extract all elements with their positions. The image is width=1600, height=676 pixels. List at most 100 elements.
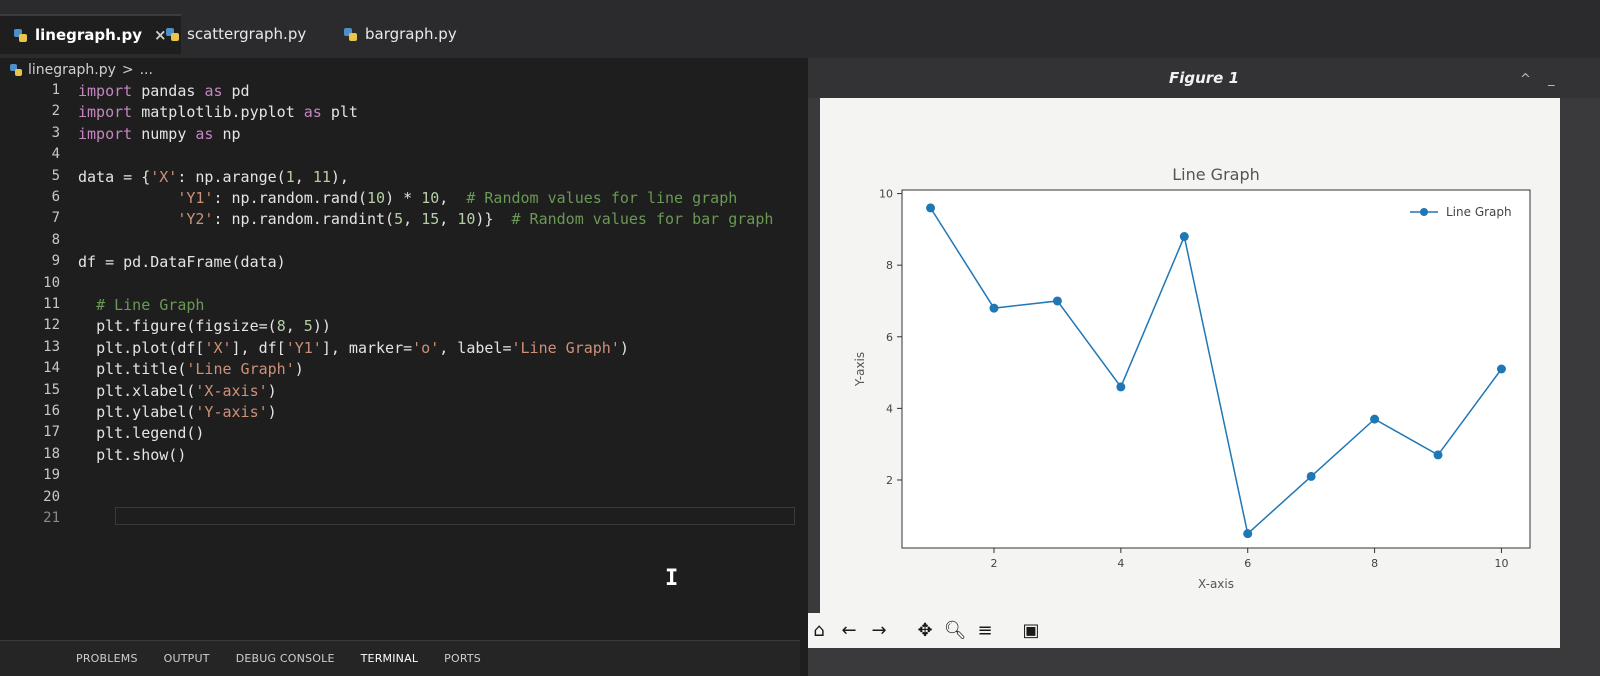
code-line[interactable]: 20 <box>0 489 820 510</box>
figure-canvas[interactable]: 2 4 6 8 10 2 4 6 8 10 Line Graph X-axis Y-axis Line G… <box>808 98 1560 648</box>
line-number: 14 <box>43 360 60 377</box>
y-tick-label: 4 <box>886 402 893 415</box>
code-line[interactable]: 1 import pandas as pd <box>0 82 820 103</box>
y-tick-label: 6 <box>886 331 893 344</box>
code-line[interactable]: 6 'Y1': np.random.rand(10) * 10, # Rando… <box>0 189 820 210</box>
line-number: 8 <box>51 231 60 248</box>
tab-linegraph[interactable]: linegraph.py × <box>0 14 181 54</box>
line-number: 10 <box>43 274 60 291</box>
x-tick-label: 6 <box>1244 557 1251 570</box>
line-number: 13 <box>43 338 60 355</box>
chart-title: Line Graph <box>1172 165 1260 184</box>
line-number: 17 <box>43 424 60 441</box>
y-tick-label: 10 <box>879 188 893 201</box>
forward-arrow-icon[interactable]: → <box>871 620 887 641</box>
panel-tab-problems[interactable]: PROBLEMS <box>76 652 138 665</box>
x-tick-label: 2 <box>990 557 997 570</box>
line-number: 3 <box>51 124 60 141</box>
python-file-icon <box>10 64 22 76</box>
code-line[interactable]: 9 df = pd.DataFrame(data) <box>0 253 820 274</box>
line-number: 9 <box>51 253 60 270</box>
code-text: 'Y2': np.random.randint(5, 15, 10)} # Ra… <box>177 210 774 229</box>
line-number: 16 <box>43 403 60 419</box>
figure-window-title: Figure 1 <box>808 58 1600 98</box>
code-text: plt.ylabel('Y-axis') <box>96 403 277 421</box>
line-number: 7 <box>51 210 60 227</box>
code-line[interactable]: 15 plt.xlabel('X-axis') <box>0 382 820 403</box>
minimize-icon[interactable]: _ <box>1548 72 1555 87</box>
tab-bargraph[interactable]: bargraph.py <box>330 14 471 54</box>
code-line[interactable]: 17 plt.legend() <box>0 424 820 445</box>
breadcrumb-separator: > <box>121 62 134 78</box>
code-line[interactable]: 12 plt.figure(figsize=(8, 5)) <box>0 317 820 338</box>
python-file-icon <box>166 27 179 41</box>
back-arrow-icon[interactable]: ← <box>841 620 857 641</box>
panel-tab-debug-console[interactable]: DEBUG CONSOLE <box>235 652 335 665</box>
code-line[interactable]: 11 # Line Graph <box>0 296 820 317</box>
panel-tab-terminal[interactable]: TERMINAL <box>360 652 419 665</box>
configure-subplots-icon[interactable]: ≡ <box>977 620 993 641</box>
code-text: plt.figure(figsize=(8, 5)) <box>96 317 331 336</box>
data-point <box>1496 364 1506 374</box>
toolbar-separator <box>1004 619 1012 643</box>
line-number: 2 <box>51 103 60 120</box>
code-text: import matplotlib.pyplot as plt <box>78 103 358 122</box>
code-text: import pandas as pd <box>78 82 250 100</box>
line-number: 18 <box>43 445 60 462</box>
code-editor[interactable]: 1 import pandas as pd 2 import matplotlib.p… <box>0 82 820 542</box>
data-point <box>1370 414 1380 424</box>
x-tick-label: 8 <box>1371 557 1378 570</box>
data-point <box>1179 232 1189 242</box>
data-point <box>926 203 936 213</box>
breadcrumb-file[interactable]: linegraph.py <box>28 62 116 78</box>
line-number: 21 <box>43 510 60 526</box>
x-axis-label: X-axis <box>1198 577 1234 591</box>
line-chart: 2 4 6 8 10 2 4 6 8 10 Line Graph X-axis Y-axis Line G… <box>853 165 1531 591</box>
code-line[interactable]: 14 plt.title('Line Graph') <box>0 360 820 381</box>
code-line[interactable]: 4 <box>0 146 820 167</box>
collapse-icon[interactable]: ^ <box>1520 72 1531 87</box>
code-line[interactable]: 10 <box>0 275 820 296</box>
data-point <box>1433 450 1443 460</box>
tab-label: bargraph.py <box>365 25 457 43</box>
code-line[interactable]: 8 <box>0 232 820 253</box>
code-line[interactable]: 18 plt.show() <box>0 446 820 467</box>
code-text: 'Y1': np.random.rand(10) * 10, # Random … <box>177 189 738 207</box>
line-number: 12 <box>43 317 60 334</box>
line-number: 5 <box>51 167 60 184</box>
panel-tab-ports[interactable]: PORTS <box>444 652 481 665</box>
save-icon[interactable]: ▣ <box>1022 620 1040 641</box>
code-line[interactable]: 21 <box>0 510 820 531</box>
tab-label: linegraph.py <box>35 26 143 44</box>
code-text: plt.show() <box>96 445 187 464</box>
line-number: 11 <box>43 296 60 312</box>
figure-window: Figure 1 ^ _ 2 4 6 8 10 2 4 6 8 10 Line Graph X-axi… <box>808 58 1600 676</box>
code-line[interactable]: 3 import numpy as np <box>0 125 820 146</box>
code-line[interactable]: 13 plt.plot(df['X'], df['Y1'], marker='o… <box>0 339 820 360</box>
data-point <box>989 303 999 313</box>
code-line[interactable]: 7 'Y2': np.random.randint(5, 15, 10)} # … <box>0 210 820 231</box>
y-tick-label: 2 <box>886 474 893 487</box>
zoom-icon[interactable]: 🔍︎ <box>943 620 967 641</box>
code-line[interactable]: 2 import matplotlib.pyplot as plt <box>0 103 820 124</box>
text-cursor-icon: I <box>665 566 679 591</box>
line-number: 1 <box>51 82 60 98</box>
code-line[interactable]: 19 <box>0 467 820 488</box>
panel-tab-output[interactable]: OUTPUT <box>163 652 210 665</box>
breadcrumb: linegraph.py > ... <box>10 58 153 82</box>
code-line[interactable]: 16 plt.ylabel('Y-axis') <box>0 403 820 424</box>
home-icon[interactable]: ⌂ <box>813 620 825 641</box>
line-number: 19 <box>43 467 60 484</box>
plot-area <box>901 189 1531 549</box>
breadcrumb-more[interactable]: ... <box>139 62 153 78</box>
code-text: import numpy as np <box>78 124 241 143</box>
legend-label: Line Graph <box>1446 205 1512 219</box>
close-icon[interactable]: × <box>154 26 167 44</box>
pan-icon[interactable]: ✥ <box>917 620 933 641</box>
editor-tab-bar: linegraph.py × scattergraph.py bargraph.… <box>0 0 1600 58</box>
tab-scattergraph[interactable]: scattergraph.py <box>152 14 320 54</box>
code-line[interactable]: 5 data = {'X': np.arange(1, 11), <box>0 168 820 189</box>
code-text: data = {'X': np.arange(1, 11), <box>78 167 349 186</box>
line-number: 20 <box>43 488 60 505</box>
y-axis-label: Y-axis <box>853 352 867 387</box>
